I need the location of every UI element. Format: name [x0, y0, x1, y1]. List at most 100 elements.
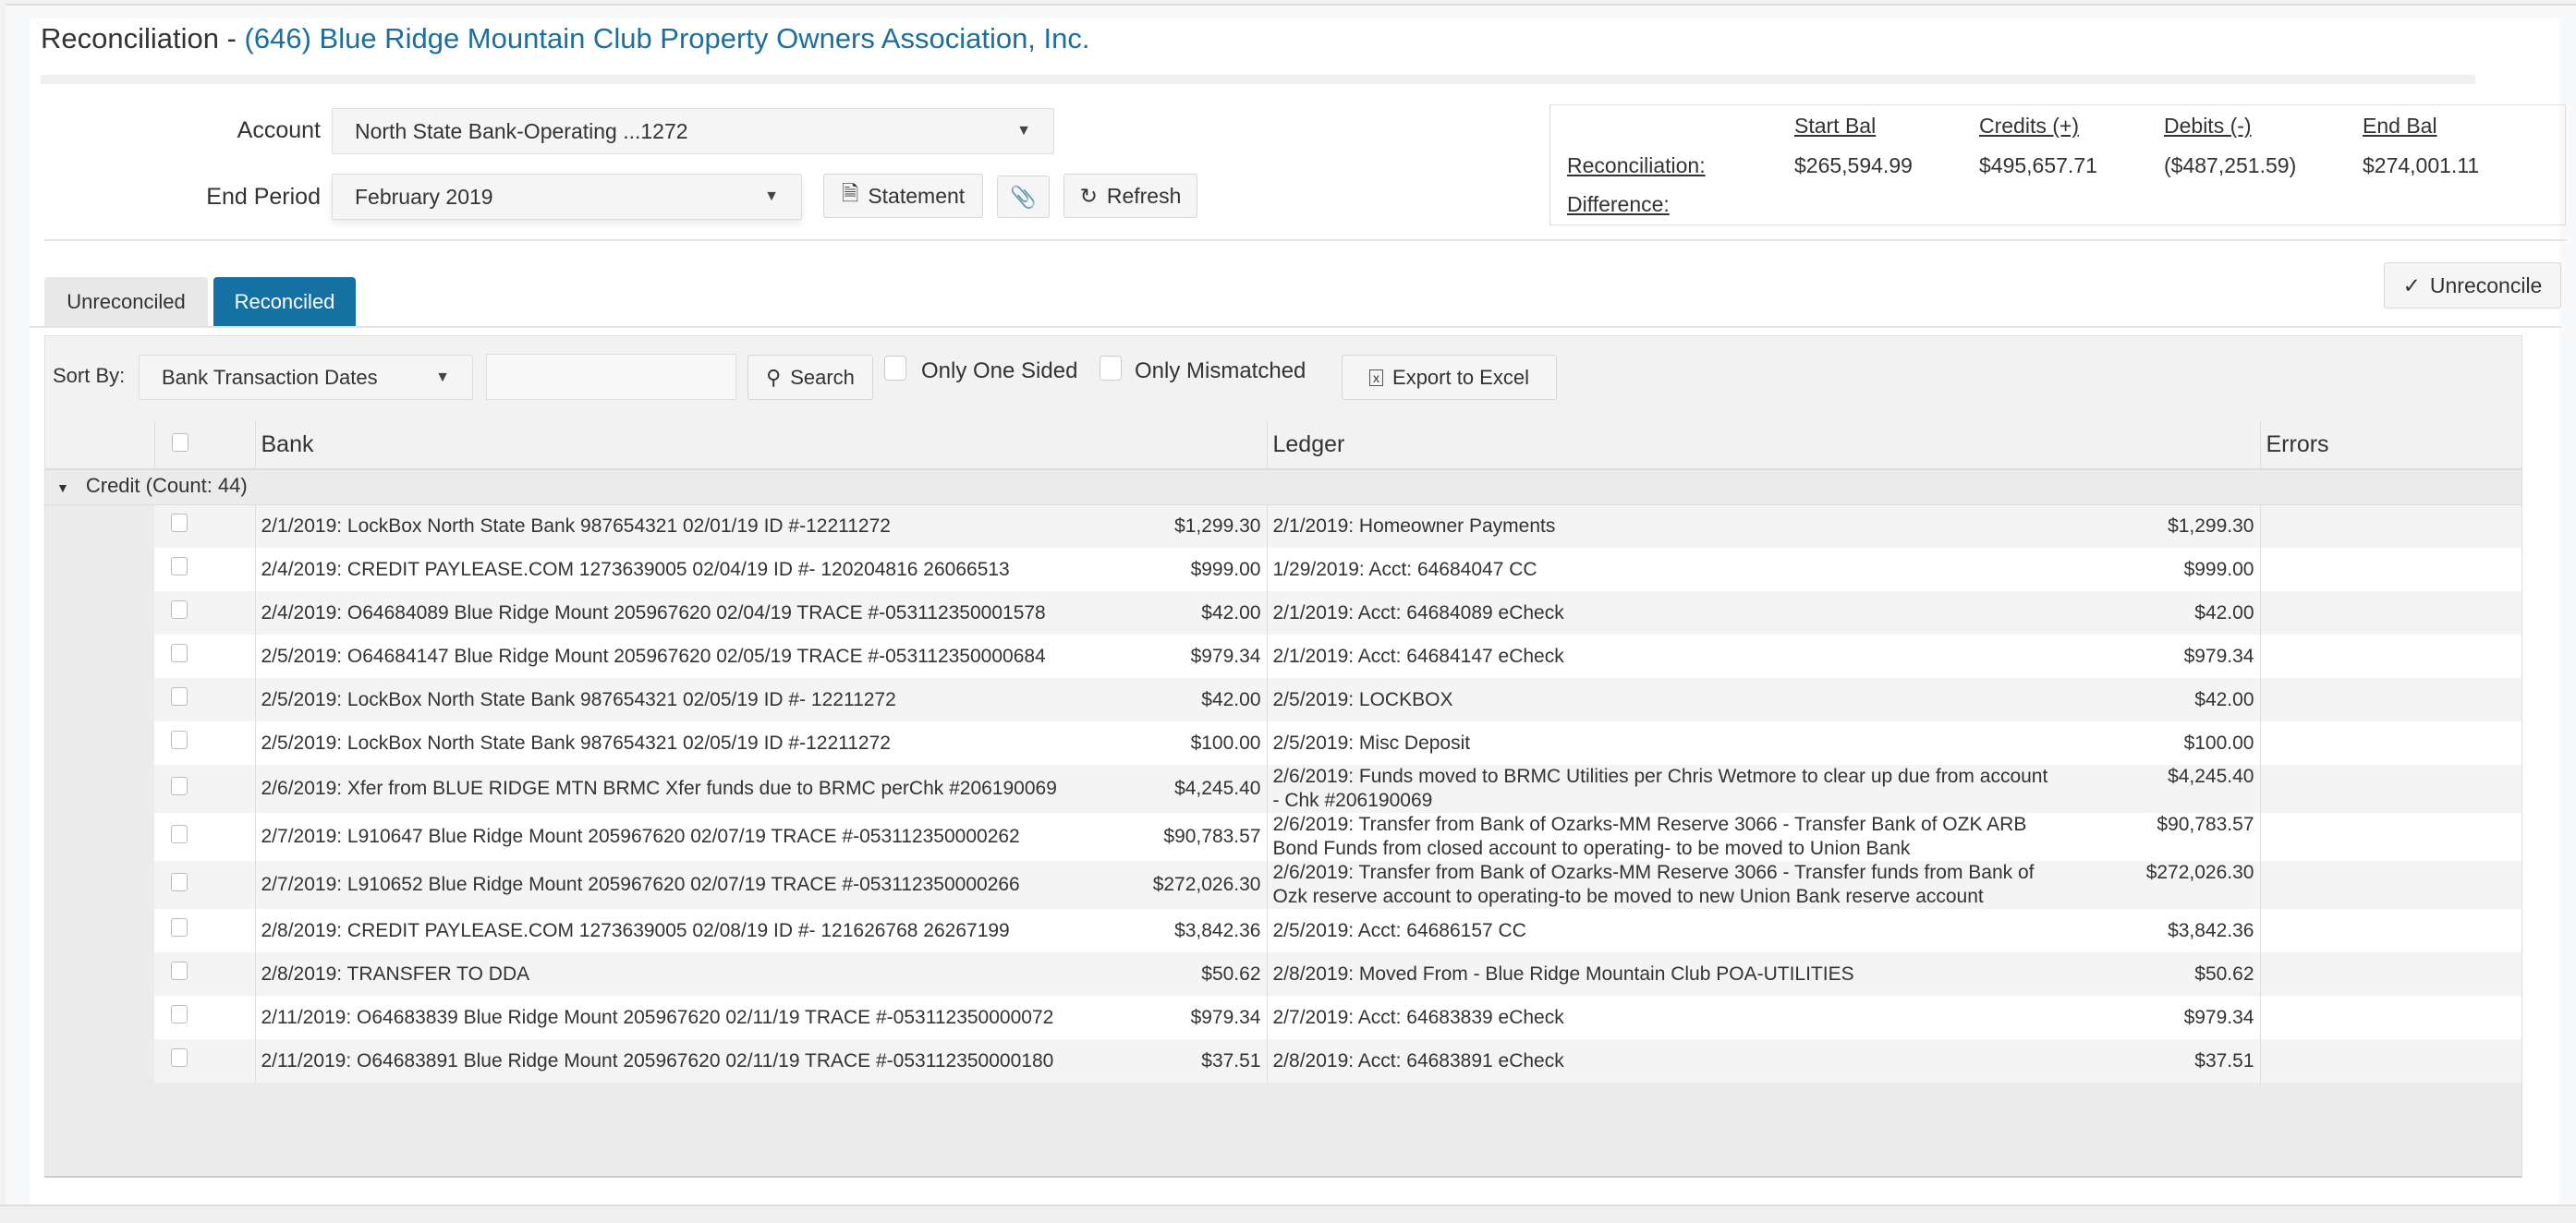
search-input[interactable]	[486, 354, 736, 400]
bank-cell: $37.51 2/11/2019: O64683891 Blue Ridge Mo…	[255, 1039, 1268, 1083]
table-row[interactable]: $1,299.30 2/1/2019: LockBox North State B…	[45, 504, 2521, 548]
table-row[interactable]: $979.34 2/5/2019: O64684147 Blue Ridge Mo…	[45, 635, 2521, 678]
only-one-sided-label: Only One Sided	[921, 358, 1078, 383]
account-select[interactable]: North State Bank-Operating ...1272 ▼	[332, 108, 1054, 154]
row-gutter	[45, 591, 154, 635]
summary-header-start-bal: Start Bal	[1794, 114, 1877, 138]
tab-reconciled[interactable]: Reconciled	[213, 277, 356, 326]
sort-by-label: Sort By:	[53, 364, 126, 387]
account-label: Account	[237, 117, 321, 143]
table-row[interactable]: $42.00 2/5/2019: LockBox North State Bank…	[45, 678, 2521, 721]
row-select-cell	[154, 721, 256, 765]
statement-button[interactable]: 🗎 Statement	[823, 174, 983, 218]
row-checkbox[interactable]	[171, 1048, 188, 1067]
bank-description: 2/1/2019: LockBox North State Bank 98765…	[261, 515, 891, 537]
ledger-description: 2/5/2019: Misc Deposit	[1272, 732, 1471, 754]
grid-gutter-header	[45, 420, 155, 470]
errors-column-header[interactable]: Errors	[2260, 420, 2521, 470]
ledger-description: 1/29/2019: Acct: 64684047 CC	[1272, 558, 1537, 580]
row-checkbox[interactable]	[171, 824, 188, 843]
end-period-value: February 2019	[355, 184, 493, 209]
ledger-description: 2/1/2019: Acct: 64684147 eCheck	[1272, 645, 1564, 667]
tab-unreconciled[interactable]: Unreconciled	[44, 277, 208, 326]
table-row[interactable]: $272,026.30 2/7/2019: L910652 Blue Ridge …	[45, 861, 2521, 909]
errors-cell	[2260, 591, 2521, 635]
account-value: North State Bank-Operating ...1272	[355, 118, 688, 143]
refresh-button[interactable]: ↻ Refresh	[1063, 174, 1197, 218]
only-one-sided-checkbox[interactable]	[884, 356, 906, 381]
bank-description: 2/7/2019: L910652 Blue Ridge Mount 20596…	[261, 874, 1020, 895]
row-checkbox[interactable]	[171, 918, 188, 937]
only-mismatched-checkbox[interactable]	[1100, 356, 1122, 381]
table-row[interactable]: $999.00 2/4/2019: CREDIT PAYLEASE.COM 127…	[45, 548, 2521, 591]
select-all-header	[154, 420, 256, 470]
row-gutter	[45, 678, 154, 721]
bank-cell: $100.00 2/5/2019: LockBox North State Ban…	[255, 721, 1268, 765]
ledger-amount: $1,299.30	[2168, 515, 2254, 537]
bank-amount: $42.00	[1201, 601, 1261, 624]
summary-header-end-bal: End Bal	[2363, 114, 2437, 138]
group-label: Credit (Count: 44)	[85, 474, 248, 498]
row-checkbox[interactable]	[171, 1005, 188, 1023]
table-row[interactable]: $42.00 2/4/2019: O64684089 Blue Ridge Mou…	[45, 591, 2521, 635]
errors-cell	[2260, 765, 2521, 813]
row-gutter	[45, 721, 154, 765]
export-label: Export to Excel	[1392, 365, 1529, 389]
unreconcile-button[interactable]: ✓ Unreconcile	[2384, 262, 2561, 309]
collapse-triangle-icon[interactable]: ▼	[56, 480, 69, 496]
table-row[interactable]: $37.51 2/11/2019: O64683891 Blue Ridge Mo…	[45, 1039, 2521, 1083]
reconciliation-label: Reconciliation:	[1567, 153, 1706, 177]
row-checkbox[interactable]	[171, 600, 188, 619]
row-select-cell	[154, 909, 256, 952]
attach-button[interactable]: 📎	[997, 176, 1050, 218]
row-checkbox[interactable]	[171, 687, 188, 706]
table-row[interactable]: $100.00 2/5/2019: LockBox North State Ban…	[45, 721, 2521, 765]
ledger-column-header[interactable]: Ledger	[1267, 420, 2261, 470]
bank-cell: $979.34 2/11/2019: O64683839 Blue Ridge M…	[255, 996, 1268, 1039]
bank-column-header[interactable]: Bank	[255, 420, 1268, 470]
bank-description: 2/6/2019: Xfer from BLUE RIDGE MTN BRMC …	[261, 778, 1057, 799]
table-row[interactable]: $4,245.40 2/6/2019: Xfer from BLUE RIDGE …	[45, 765, 2521, 813]
table-row[interactable]: $979.34 2/11/2019: O64683839 Blue Ridge M…	[45, 996, 2521, 1039]
end-bal-value: $274,001.11	[2363, 153, 2480, 177]
bank-amount: $4,245.40	[1174, 778, 1261, 799]
group-row-credit[interactable]: ▼ Credit (Count: 44)	[45, 469, 2521, 505]
row-select-cell	[154, 1039, 256, 1083]
sort-by-select[interactable]: Bank Transaction Dates ▼	[139, 355, 473, 400]
row-checkbox[interactable]	[171, 872, 188, 891]
select-all-checkbox[interactable]	[171, 432, 188, 452]
debits-value: ($487,251.59)	[2164, 153, 2297, 177]
row-checkbox[interactable]	[171, 962, 188, 980]
bank-cell: $42.00 2/5/2019: LockBox North State Bank…	[255, 678, 1268, 721]
row-checkbox[interactable]	[171, 731, 188, 749]
chevron-down-icon: ▼	[1016, 123, 1031, 139]
search-button[interactable]: ⚲ Search	[747, 355, 873, 400]
bank-amount: $3,842.36	[1174, 919, 1261, 941]
row-checkbox[interactable]	[171, 557, 188, 575]
table-row[interactable]: $50.62 2/8/2019: TRANSFER TO DDA $50.62 2/…	[45, 952, 2521, 996]
table-row[interactable]: $3,842.36 2/8/2019: CREDIT PAYLEASE.COM 1…	[45, 909, 2521, 952]
bank-description: 2/4/2019: O64684089 Blue Ridge Mount 205…	[261, 601, 1046, 624]
export-excel-button[interactable]: x Export to Excel	[1342, 355, 1557, 400]
paperclip-icon: 📎	[1010, 184, 1037, 209]
ledger-cell: $999.00 1/29/2019: Acct: 64684047 CC	[1267, 548, 2261, 591]
end-period-select[interactable]: February 2019 ▼	[332, 174, 802, 220]
row-gutter	[45, 504, 154, 548]
bank-description: 2/8/2019: CREDIT PAYLEASE.COM 1273639005…	[261, 919, 1010, 941]
summary-header-credits: Credits (+)	[1979, 114, 2079, 138]
row-checkbox[interactable]	[171, 776, 188, 795]
row-checkbox[interactable]	[171, 644, 188, 662]
chevron-down-icon: ▼	[764, 188, 779, 204]
chevron-down-icon: ▼	[435, 369, 450, 385]
ledger-amount: $37.51	[2194, 1049, 2254, 1072]
ledger-description: 2/5/2019: LOCKBOX	[1272, 688, 1453, 710]
organization-link[interactable]: (646) Blue Ridge Mountain Club Property …	[244, 22, 1090, 54]
table-row[interactable]: $90,783.57 2/7/2019: L910647 Blue Ridge M…	[45, 813, 2521, 861]
ledger-cell: $37.51 2/8/2019: Acct: 64683891 eCheck	[1267, 1039, 2261, 1083]
row-select-cell	[154, 996, 256, 1039]
row-checkbox[interactable]	[171, 514, 188, 533]
bank-cell: $272,026.30 2/7/2019: L910652 Blue Ridge …	[255, 861, 1268, 909]
row-select-cell	[154, 548, 256, 591]
errors-cell	[2260, 909, 2521, 952]
bank-cell: $999.00 2/4/2019: CREDIT PAYLEASE.COM 127…	[255, 548, 1268, 591]
